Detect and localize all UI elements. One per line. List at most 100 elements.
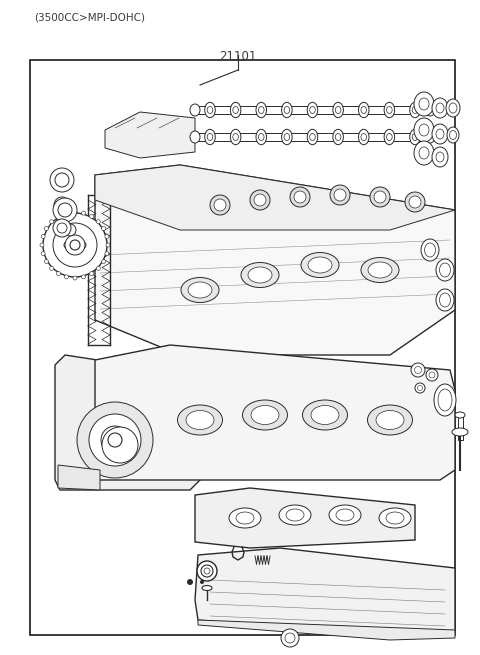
Circle shape	[58, 203, 72, 217]
Ellipse shape	[207, 134, 213, 141]
Ellipse shape	[414, 141, 434, 165]
Ellipse shape	[233, 107, 239, 113]
Ellipse shape	[434, 384, 456, 416]
Ellipse shape	[282, 129, 292, 145]
Circle shape	[45, 227, 48, 231]
Ellipse shape	[336, 107, 341, 113]
Circle shape	[57, 214, 60, 218]
Circle shape	[53, 223, 97, 267]
Polygon shape	[95, 165, 455, 230]
Ellipse shape	[236, 512, 254, 524]
Circle shape	[281, 629, 299, 647]
Circle shape	[290, 187, 310, 207]
Circle shape	[105, 252, 109, 255]
Ellipse shape	[361, 134, 367, 141]
Bar	[30, 60, 455, 635]
Ellipse shape	[256, 102, 266, 118]
Circle shape	[201, 565, 213, 577]
Ellipse shape	[440, 263, 451, 277]
Ellipse shape	[446, 99, 460, 117]
Ellipse shape	[438, 389, 452, 411]
Circle shape	[405, 192, 425, 212]
Ellipse shape	[336, 134, 341, 141]
Ellipse shape	[308, 257, 332, 273]
Ellipse shape	[436, 129, 444, 139]
Ellipse shape	[311, 405, 339, 424]
Ellipse shape	[241, 263, 279, 288]
Ellipse shape	[307, 102, 318, 118]
Ellipse shape	[436, 259, 454, 281]
Ellipse shape	[449, 130, 456, 140]
Circle shape	[64, 224, 76, 236]
Circle shape	[70, 240, 80, 250]
Ellipse shape	[436, 289, 454, 311]
Ellipse shape	[361, 257, 399, 282]
Circle shape	[96, 219, 100, 223]
Circle shape	[285, 633, 295, 643]
Circle shape	[102, 227, 106, 231]
Circle shape	[41, 234, 45, 238]
Ellipse shape	[414, 118, 434, 142]
Ellipse shape	[284, 107, 289, 113]
Ellipse shape	[333, 129, 343, 145]
Ellipse shape	[336, 509, 354, 521]
Circle shape	[82, 275, 85, 279]
Ellipse shape	[436, 103, 444, 113]
Circle shape	[40, 243, 44, 247]
Ellipse shape	[181, 278, 219, 303]
Circle shape	[50, 168, 74, 192]
Polygon shape	[95, 165, 455, 355]
Circle shape	[43, 213, 107, 277]
Circle shape	[204, 568, 210, 574]
Ellipse shape	[410, 129, 420, 145]
Circle shape	[73, 210, 77, 214]
Ellipse shape	[432, 147, 448, 167]
Ellipse shape	[248, 267, 272, 283]
Circle shape	[73, 276, 77, 280]
Ellipse shape	[251, 405, 279, 424]
Circle shape	[418, 386, 422, 390]
Ellipse shape	[301, 252, 339, 278]
Ellipse shape	[64, 239, 86, 251]
Circle shape	[254, 194, 266, 206]
Circle shape	[426, 369, 438, 381]
Ellipse shape	[310, 134, 315, 141]
Circle shape	[370, 187, 390, 207]
Circle shape	[64, 275, 69, 279]
Ellipse shape	[425, 131, 435, 143]
Circle shape	[214, 199, 226, 211]
Circle shape	[55, 173, 69, 187]
Polygon shape	[195, 548, 455, 638]
Ellipse shape	[412, 107, 418, 113]
Polygon shape	[55, 355, 200, 490]
Ellipse shape	[258, 134, 264, 141]
Ellipse shape	[329, 505, 361, 525]
Ellipse shape	[419, 124, 429, 136]
Ellipse shape	[440, 293, 451, 307]
Circle shape	[197, 561, 217, 581]
Text: (3500CC>MPI-DOHC): (3500CC>MPI-DOHC)	[34, 12, 145, 22]
Circle shape	[187, 579, 193, 585]
Circle shape	[49, 267, 54, 271]
Ellipse shape	[190, 104, 200, 116]
Ellipse shape	[190, 131, 200, 143]
Ellipse shape	[384, 102, 395, 118]
Ellipse shape	[286, 509, 304, 521]
Ellipse shape	[424, 243, 435, 257]
Ellipse shape	[186, 411, 214, 430]
Ellipse shape	[425, 104, 435, 116]
Circle shape	[210, 195, 230, 215]
Ellipse shape	[333, 102, 343, 118]
Ellipse shape	[419, 147, 429, 159]
Circle shape	[64, 211, 69, 215]
Polygon shape	[198, 620, 455, 640]
Circle shape	[102, 259, 106, 263]
Ellipse shape	[284, 134, 289, 141]
Polygon shape	[105, 112, 195, 158]
Ellipse shape	[376, 411, 404, 430]
Circle shape	[45, 259, 48, 263]
Circle shape	[429, 372, 435, 378]
Ellipse shape	[432, 124, 448, 144]
Circle shape	[250, 190, 270, 210]
Ellipse shape	[421, 239, 439, 261]
